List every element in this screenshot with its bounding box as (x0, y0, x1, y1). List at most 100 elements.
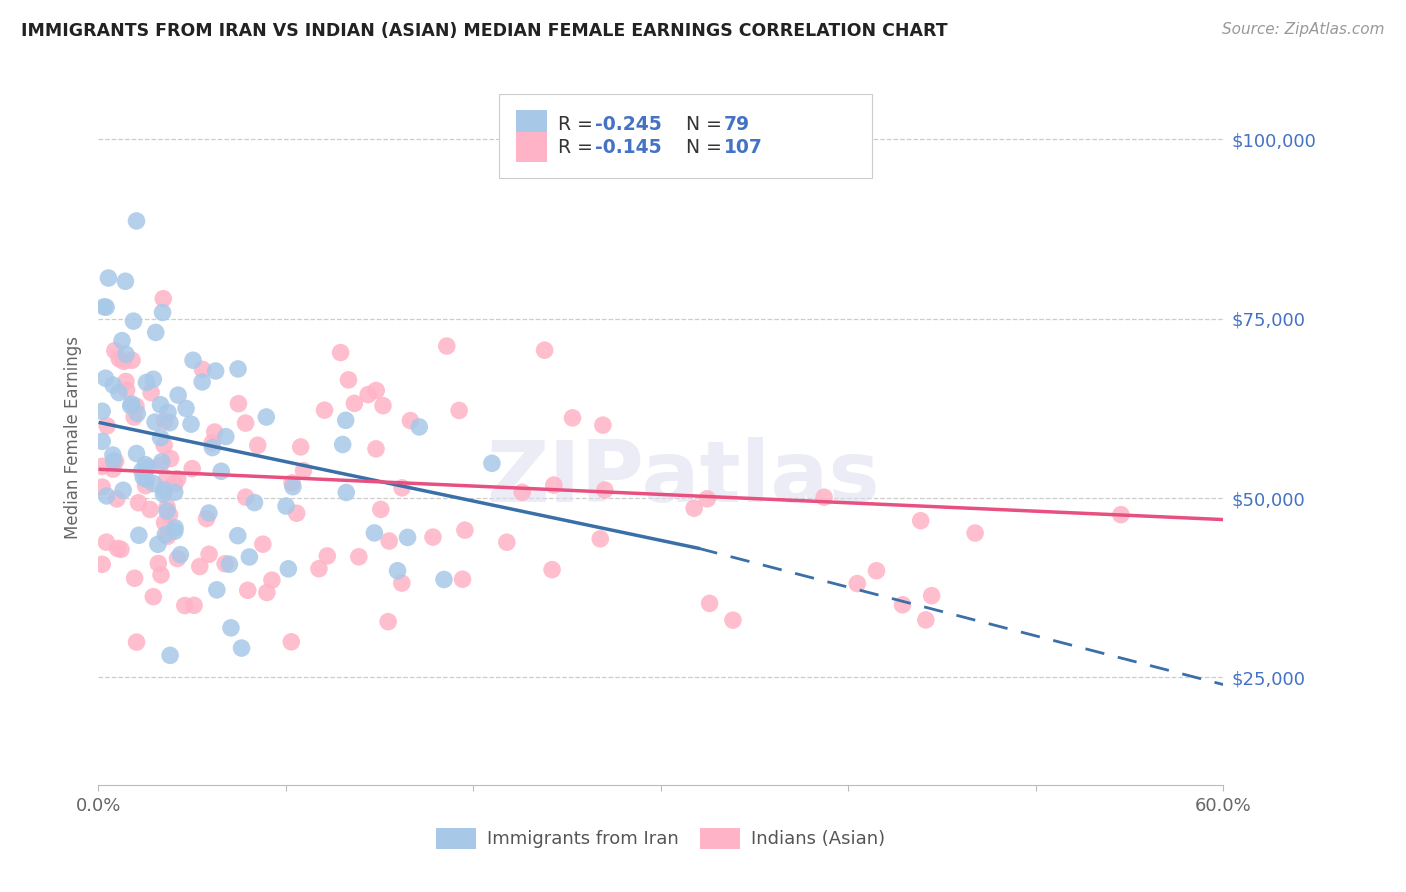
Point (174, 401, 197, 416)
Point (364, 442, 387, 456)
Point (332, 437, 354, 451)
Point (274, 499, 297, 513)
Point (260, 573, 283, 587)
Point (149, 458, 172, 473)
Point (281, 480, 304, 494)
Point (156, 500, 179, 514)
Point (150, 568, 173, 582)
Point (122, 314, 145, 328)
Point (152, 487, 174, 501)
Point (226, 362, 249, 376)
Point (201, 436, 224, 450)
Point (101, 462, 124, 476)
Point (436, 339, 458, 353)
Point (134, 458, 156, 472)
Point (589, 532, 612, 546)
Point (156, 529, 179, 543)
Point (1109, 508, 1132, 522)
Text: -0.145: -0.145 (595, 137, 661, 157)
Point (155, 527, 177, 541)
Point (377, 615, 399, 629)
Point (148, 557, 170, 571)
Text: R =: R = (558, 115, 599, 135)
Point (363, 525, 385, 540)
Point (103, 454, 125, 468)
Point (107, 541, 129, 556)
Point (163, 521, 186, 535)
Point (149, 398, 172, 412)
Point (181, 461, 204, 475)
Point (156, 405, 179, 419)
Point (281, 475, 304, 490)
Point (593, 483, 616, 497)
Point (94, 300, 117, 314)
Point (121, 397, 143, 411)
Point (115, 347, 138, 361)
Point (865, 564, 887, 578)
Point (134, 479, 156, 493)
Text: ZIPatlas: ZIPatlas (486, 437, 880, 520)
Point (139, 502, 162, 516)
Point (159, 508, 181, 522)
Point (105, 491, 128, 506)
Point (235, 490, 257, 504)
Point (91, 404, 114, 418)
Point (204, 425, 226, 439)
Point (205, 582, 228, 597)
Point (143, 415, 166, 429)
Point (153, 414, 176, 428)
Point (965, 526, 987, 541)
Point (449, 403, 471, 417)
Point (391, 576, 413, 591)
Point (846, 576, 869, 591)
Point (252, 537, 274, 551)
Text: 79: 79 (724, 115, 751, 135)
Point (357, 387, 380, 401)
Point (142, 590, 165, 604)
Point (108, 351, 131, 366)
Point (228, 397, 250, 411)
Point (699, 596, 721, 610)
Point (191, 362, 214, 376)
Point (159, 416, 181, 430)
Point (173, 599, 195, 613)
Point (93, 300, 115, 314)
Point (125, 635, 148, 649)
Point (150, 455, 173, 469)
Point (132, 470, 155, 484)
Point (371, 399, 394, 413)
Point (592, 418, 614, 433)
Point (112, 483, 135, 498)
Point (370, 502, 392, 516)
Point (131, 464, 153, 478)
Point (277, 562, 299, 576)
Point (115, 383, 138, 397)
Point (96, 418, 118, 433)
Point (142, 476, 165, 491)
Point (256, 585, 278, 599)
Point (198, 547, 221, 561)
Point (167, 388, 190, 402)
Point (391, 481, 413, 495)
Point (180, 417, 202, 431)
Point (292, 464, 315, 478)
Point (422, 530, 444, 544)
Point (96, 489, 118, 503)
Point (112, 354, 135, 368)
Point (308, 562, 330, 576)
Point (125, 399, 148, 413)
Point (683, 501, 706, 516)
Point (135, 472, 157, 486)
Point (201, 441, 224, 455)
Point (387, 564, 409, 578)
Point (204, 364, 226, 378)
Point (290, 440, 312, 454)
Point (891, 598, 914, 612)
Point (533, 343, 555, 358)
Point (142, 372, 165, 386)
Point (183, 599, 205, 613)
Point (124, 571, 146, 585)
Point (314, 403, 336, 417)
Point (399, 414, 422, 428)
Point (159, 451, 181, 466)
